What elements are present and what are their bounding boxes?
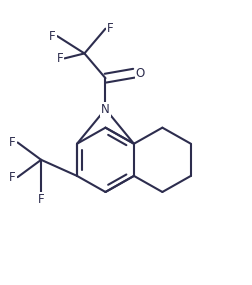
Text: F: F — [56, 52, 63, 65]
Text: F: F — [9, 136, 16, 149]
Text: F: F — [107, 22, 113, 35]
Text: F: F — [49, 30, 55, 42]
Text: O: O — [135, 67, 144, 80]
Text: F: F — [38, 193, 44, 206]
Text: N: N — [101, 103, 109, 116]
Text: F: F — [9, 171, 16, 184]
